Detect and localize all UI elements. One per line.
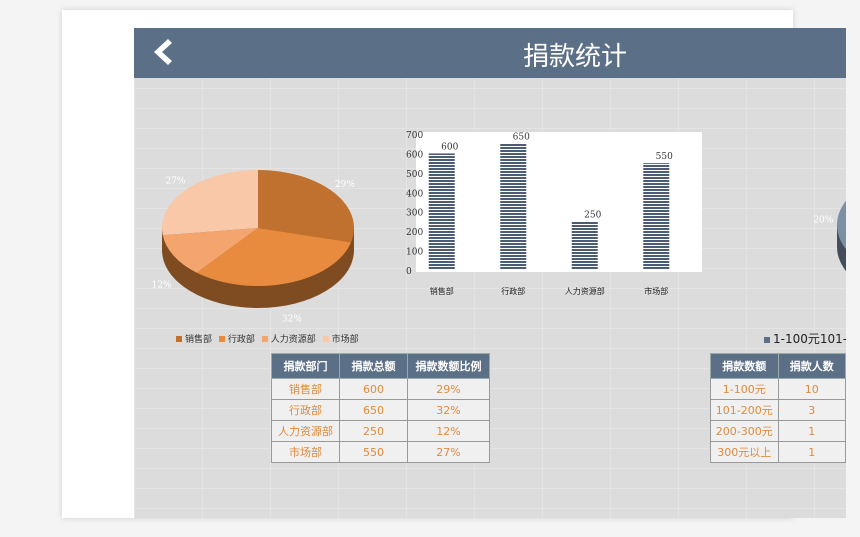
legend-item: 市场部 bbox=[319, 335, 359, 345]
x-tick-label: 销售部 bbox=[430, 286, 454, 296]
pie-slice bbox=[258, 170, 354, 243]
table-row: 1-100元 10 bbox=[710, 378, 846, 400]
table-cell: 200-300元 bbox=[710, 420, 779, 442]
bar bbox=[500, 143, 527, 270]
card: 捐款统计 29% 32% 12% 27% 销售部 行政部 人力资源部 市场部 0 100… bbox=[62, 10, 846, 518]
table-cell: 1 bbox=[777, 420, 846, 442]
table-cell: 27% bbox=[407, 441, 490, 463]
department-table: 捐款部门 捐款总额 捐款数额比例 销售部 600 29% 行政部 650 32% 人力资源部… bbox=[271, 353, 490, 463]
pie-data-label: 12% bbox=[152, 281, 172, 291]
table-cell: 600 bbox=[339, 378, 408, 400]
table-cell: 300元以上 bbox=[710, 441, 779, 463]
column-header: 捐款总额 bbox=[339, 353, 408, 379]
table-cell: 101-200元 bbox=[710, 399, 779, 421]
bar-data-label: 550 bbox=[656, 152, 673, 162]
table-cell: 12% bbox=[407, 420, 490, 442]
legend-item: 人力资源部 bbox=[258, 335, 316, 345]
x-tick-label: 市场部 bbox=[644, 286, 668, 296]
page-title: 捐款统计 bbox=[522, 42, 627, 72]
table-cell: 29% bbox=[407, 378, 490, 400]
x-tick-label: 人力资源部 bbox=[565, 286, 605, 296]
pie-data-label: 27% bbox=[165, 176, 185, 186]
pie-slice bbox=[162, 170, 258, 236]
y-tick-label: 700 bbox=[406, 131, 423, 141]
pie-data-label: 32% bbox=[282, 314, 302, 324]
amount-pie-legend: 1-100元101- bbox=[760, 330, 846, 347]
dashboard: 捐款统计 29% 32% 12% 27% 销售部 行政部 人力资源部 市场部 0 100… bbox=[134, 28, 846, 518]
table-cell: 1 bbox=[777, 441, 846, 463]
table-row: 销售部 600 29% bbox=[271, 378, 490, 400]
bar bbox=[643, 163, 670, 270]
department-pie-legend: 销售部 行政部 人力资源部 市场部 bbox=[172, 332, 359, 345]
column-header: 捐款人数 bbox=[777, 353, 846, 379]
table-row: 行政部 650 32% bbox=[271, 399, 490, 421]
bar-data-label: 250 bbox=[584, 210, 601, 220]
y-tick-label: 0 bbox=[406, 267, 412, 277]
chevron-left-icon[interactable] bbox=[146, 37, 176, 67]
table-row: 300元以上 1 bbox=[710, 441, 846, 463]
x-tick-label: 行政部 bbox=[501, 286, 525, 296]
table-cell: 销售部 bbox=[271, 378, 340, 400]
amount-pie-chart: 67%20%7%7% bbox=[813, 200, 846, 272]
y-tick-label: 200 bbox=[406, 228, 423, 238]
bar bbox=[571, 221, 598, 270]
table-row: 101-200元 3 bbox=[710, 399, 846, 421]
department-pie-chart: 29% 32% 12% 27% bbox=[152, 170, 355, 324]
table-cell: 10 bbox=[777, 378, 846, 400]
table-row: 市场部 550 27% bbox=[271, 441, 490, 463]
table-cell: 650 bbox=[339, 399, 408, 421]
y-tick-label: 500 bbox=[406, 170, 423, 180]
legend-item: 销售部 bbox=[172, 335, 212, 345]
pie-slice bbox=[196, 228, 351, 286]
table-row: 人力资源部 250 12% bbox=[271, 420, 490, 442]
y-tick-label: 100 bbox=[406, 248, 423, 258]
pie-data-label: 20% bbox=[813, 216, 833, 226]
column-header: 捐款数额 bbox=[710, 353, 779, 379]
amount-table: 捐款数额 捐款人数 1-100元 10 101-200元 3 200-300元 1 300元… bbox=[710, 353, 846, 463]
table-cell: 行政部 bbox=[271, 399, 340, 421]
table-row: 200-300元 1 bbox=[710, 420, 846, 442]
table-cell: 32% bbox=[407, 399, 490, 421]
table-cell: 1-100元 bbox=[710, 378, 779, 400]
pie-slice bbox=[162, 228, 258, 273]
table-cell: 人力资源部 bbox=[271, 420, 340, 442]
bar bbox=[428, 153, 455, 270]
pie-data-label: 29% bbox=[335, 180, 355, 190]
table-cell: 市场部 bbox=[271, 441, 340, 463]
bar-data-label: 600 bbox=[441, 142, 458, 152]
y-tick-label: 600 bbox=[406, 150, 423, 160]
table-cell: 550 bbox=[339, 441, 408, 463]
column-header: 捐款数额比例 bbox=[407, 353, 490, 379]
table-cell: 250 bbox=[339, 420, 408, 442]
pie-slice bbox=[837, 200, 846, 250]
table-cell: 3 bbox=[777, 399, 846, 421]
y-tick-label: 300 bbox=[406, 209, 423, 219]
y-tick-label: 400 bbox=[406, 189, 423, 199]
header-bar: 捐款统计 bbox=[134, 28, 846, 78]
bar-data-label: 650 bbox=[513, 133, 530, 143]
legend-item: 行政部 bbox=[215, 335, 255, 345]
department-bar-chart: 0 100 200 300 400 500 600 700 600 销售部 650 行政部 250 人力资… bbox=[406, 131, 702, 296]
column-header: 捐款部门 bbox=[271, 353, 340, 379]
